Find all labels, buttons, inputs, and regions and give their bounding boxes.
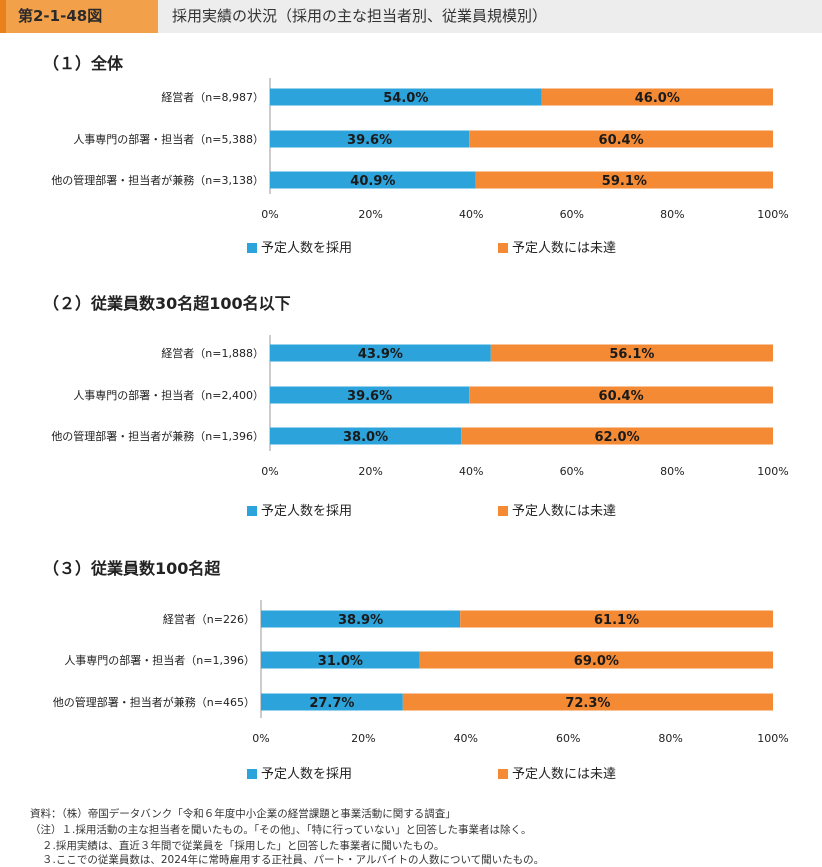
x-tick-label: 80% [660, 465, 684, 478]
section-title-2: （２）従業員数30名超100名以下 [43, 294, 291, 313]
data-label: 27.7% [309, 696, 354, 711]
bar-adopted [270, 386, 470, 404]
chart-overall: 経営者（n=8,987） 54.0% 46.0% 人事専門の部署・担当者（n=5,38… [51, 78, 789, 256]
legend-not-reached-swatch [498, 506, 508, 516]
legend-not-reached-swatch [498, 769, 508, 779]
x-tick-label: 80% [658, 732, 682, 745]
legend-not-reached-label: 予定人数には未達 [512, 241, 616, 256]
category-label: 他の管理部署・担当者が兼務（n=1,396） [51, 429, 264, 443]
data-label: 56.1% [609, 347, 654, 362]
category-label: 人事専門の部署・担当者（n=1,396） [64, 653, 255, 667]
source-note: 資料：（株）帝国データバンク「令和６年度中小企業の経営課題と事業活動に関する調査… [30, 808, 456, 820]
x-tick-label: 80% [660, 208, 684, 221]
data-label: 38.0% [343, 430, 388, 445]
bar-adopted [270, 427, 462, 445]
legend-adopted-label: 予定人数を採用 [261, 767, 352, 782]
x-tick-label: 20% [351, 732, 375, 745]
data-label: 61.1% [594, 613, 639, 628]
data-label: 59.1% [602, 174, 647, 189]
data-label: 69.0% [574, 654, 619, 669]
note-2: ２.採用実績は、直近３年間で従業員を「採用した」と回答した事業者に聞いたもの。 [42, 840, 445, 852]
bar-adopted [261, 610, 461, 628]
data-label: 31.0% [318, 654, 363, 669]
data-label: 46.0% [635, 91, 680, 106]
category-label: 他の管理部署・担当者が兼務（n=465） [53, 695, 255, 709]
data-label: 60.4% [599, 389, 644, 404]
bar-adopted [270, 88, 542, 106]
legend-adopted-swatch [247, 243, 257, 253]
legend-adopted-label: 予定人数を採用 [261, 241, 352, 256]
legend-adopted-swatch [247, 769, 257, 779]
category-label: 経営者（n=1,888） [161, 346, 264, 360]
bar-not-reached [460, 610, 773, 628]
figure-number: 第2-1-48図 [0, 0, 158, 33]
x-tick-label: 0% [261, 208, 278, 221]
section-title-3: （３）従業員数100名超 [43, 559, 221, 578]
bar-not-reached [490, 344, 773, 362]
category-label: 経営者（n=226） [163, 612, 255, 626]
category-label: 他の管理部署・担当者が兼務（n=3,138） [51, 173, 264, 187]
bar-not-reached [461, 427, 773, 445]
data-label: 54.0% [383, 91, 428, 106]
data-label: 72.3% [565, 696, 610, 711]
x-tick-label: 60% [560, 465, 584, 478]
data-label: 40.9% [350, 174, 395, 189]
bar-adopted [270, 344, 491, 362]
x-tick-label: 40% [459, 208, 483, 221]
figure-title: 採用実績の状況（採用の主な担当者別、従業員規模別） [172, 7, 548, 25]
chart-over-100-employees: 経営者（n=226） 38.9% 61.1% 人事専門の部署・担当者（n=1,396）… [53, 600, 789, 782]
data-label: 38.9% [338, 613, 383, 628]
data-label: 43.9% [358, 347, 403, 362]
x-tick-label: 0% [261, 465, 278, 478]
x-tick-label: 100% [757, 465, 788, 478]
bar-not-reached [419, 651, 773, 669]
x-tick-label: 60% [560, 208, 584, 221]
bar-adopted [270, 130, 470, 148]
x-tick-label: 20% [358, 208, 382, 221]
data-label: 60.4% [599, 133, 644, 148]
bar-adopted [261, 651, 420, 669]
legend-not-reached-label: 予定人数には未達 [512, 767, 616, 782]
x-tick-label: 100% [757, 732, 788, 745]
x-tick-label: 40% [459, 465, 483, 478]
x-tick-label: 0% [252, 732, 269, 745]
legend-adopted-swatch [247, 506, 257, 516]
note-1: （注）１.採用活動の主な担当者を聞いたもの。「その他」、「特に行っていない」と回… [30, 824, 532, 836]
bar-not-reached [402, 693, 773, 711]
bar-not-reached [469, 386, 773, 404]
bar-not-reached [541, 88, 773, 106]
data-label: 39.6% [347, 133, 392, 148]
category-label: 人事専門の部署・担当者（n=5,388） [73, 132, 264, 146]
legend-not-reached-swatch [498, 243, 508, 253]
legend-adopted-label: 予定人数を採用 [261, 504, 352, 519]
legend-not-reached-label: 予定人数には未達 [512, 504, 616, 519]
x-tick-label: 20% [358, 465, 382, 478]
bar-adopted [261, 693, 403, 711]
x-tick-label: 40% [454, 732, 478, 745]
bar-not-reached [475, 171, 773, 189]
category-label: 人事専門の部署・担当者（n=2,400） [73, 388, 264, 402]
x-tick-label: 60% [556, 732, 580, 745]
bar-adopted [270, 171, 476, 189]
data-label: 39.6% [347, 389, 392, 404]
category-label: 経営者（n=8,987） [161, 90, 264, 104]
section-title-1: （１）全体 [43, 54, 124, 73]
bar-not-reached [469, 130, 773, 148]
data-label: 62.0% [595, 430, 640, 445]
note-3: ３.ここでの従業員数は、2024年に常時雇用する正社員、パート・アルバイトの人数… [42, 854, 545, 866]
x-tick-label: 100% [757, 208, 788, 221]
chart-30-to-100-employees: 経営者（n=1,888） 43.9% 56.1% 人事専門の部署・担当者（n=2,40… [51, 335, 789, 519]
figure-header: 第2-1-48図 採用実績の状況（採用の主な担当者別、従業員規模別） [0, 0, 822, 33]
